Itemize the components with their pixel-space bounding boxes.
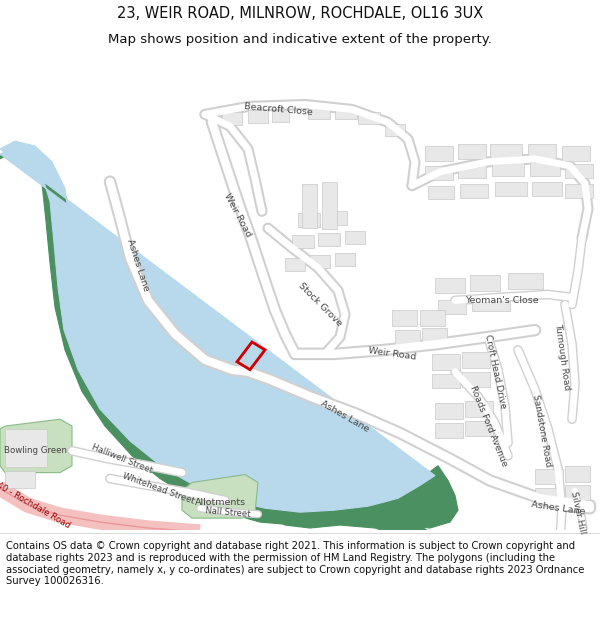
Bar <box>425 146 453 161</box>
Bar <box>492 162 524 176</box>
Bar <box>565 466 590 481</box>
Bar <box>532 182 562 196</box>
Bar <box>345 231 365 244</box>
Text: Ashes Lane: Ashes Lane <box>319 399 371 434</box>
Bar <box>308 106 330 119</box>
Text: Stock Grove: Stock Grove <box>296 281 344 328</box>
Bar <box>458 164 486 177</box>
Bar <box>565 184 593 198</box>
Bar <box>462 372 490 386</box>
Polygon shape <box>275 506 430 540</box>
Bar <box>472 298 510 311</box>
Text: Turnough Road: Turnough Road <box>553 323 571 391</box>
Polygon shape <box>0 141 435 512</box>
Bar <box>435 423 463 438</box>
Text: Whitehead Street: Whitehead Street <box>121 471 195 506</box>
Bar <box>422 328 447 343</box>
Text: A640 - Rochdale Road: A640 - Rochdale Road <box>0 474 71 530</box>
Bar <box>310 255 330 268</box>
Bar <box>302 184 317 228</box>
Text: Map shows position and indicative extent of the property.: Map shows position and indicative extent… <box>108 33 492 46</box>
Bar <box>318 233 340 246</box>
Text: Allotments: Allotments <box>194 498 245 507</box>
Bar <box>438 301 466 314</box>
Text: Bowling Green: Bowling Green <box>5 446 67 456</box>
Bar <box>565 164 593 177</box>
Bar <box>322 182 337 229</box>
Text: Silver Hill: Silver Hill <box>569 490 587 534</box>
Text: 23, WEIR ROAD, MILNROW, ROCHDALE, OL16 3UX: 23, WEIR ROAD, MILNROW, ROCHDALE, OL16 3… <box>117 6 483 21</box>
Polygon shape <box>0 419 72 472</box>
Bar <box>565 486 590 500</box>
Bar <box>535 469 563 484</box>
Bar <box>285 258 305 271</box>
Polygon shape <box>182 474 258 518</box>
Text: Croft Head Drive: Croft Head Drive <box>483 334 507 409</box>
Bar <box>335 106 357 119</box>
Bar <box>435 278 465 294</box>
Bar <box>325 211 347 225</box>
Bar <box>465 401 493 418</box>
Bar <box>292 235 314 248</box>
Bar <box>432 354 460 370</box>
Bar <box>428 186 454 199</box>
Text: Weir Road: Weir Road <box>223 192 253 239</box>
Bar <box>395 330 420 345</box>
Bar <box>462 352 490 367</box>
Bar <box>465 421 493 436</box>
Bar <box>5 471 35 489</box>
Polygon shape <box>0 149 458 528</box>
Text: Halliwell Street: Halliwell Street <box>90 442 154 475</box>
Bar <box>298 213 320 228</box>
Text: Weir Road: Weir Road <box>367 346 416 362</box>
Text: Ashes Lane: Ashes Lane <box>530 500 586 516</box>
Bar <box>392 310 417 326</box>
Bar <box>562 146 590 161</box>
Text: Sandstone Road: Sandstone Road <box>531 394 553 468</box>
Bar <box>222 112 242 125</box>
Bar <box>535 489 563 503</box>
Bar <box>490 144 522 159</box>
Bar <box>432 374 460 389</box>
Bar <box>358 112 380 124</box>
Bar <box>470 275 500 291</box>
Text: Contains OS data © Crown copyright and database right 2021. This information is : Contains OS data © Crown copyright and d… <box>6 541 584 586</box>
Polygon shape <box>0 55 600 530</box>
Bar <box>5 429 47 467</box>
Text: Nall Street: Nall Street <box>205 506 251 519</box>
Text: Ashes Lane: Ashes Lane <box>125 238 151 292</box>
Bar <box>528 144 556 159</box>
Bar <box>425 166 453 180</box>
Bar <box>248 111 268 123</box>
Bar <box>335 253 355 266</box>
Bar <box>508 272 543 289</box>
Bar <box>495 182 527 196</box>
Bar <box>420 310 445 326</box>
Bar <box>530 162 560 176</box>
Bar <box>460 184 488 198</box>
Text: Beacroft Close: Beacroft Close <box>244 102 313 117</box>
Bar <box>385 124 405 136</box>
Text: Roads Ford Avenue: Roads Ford Avenue <box>467 384 508 468</box>
Text: Yeoman's Close: Yeoman's Close <box>465 296 539 305</box>
Bar <box>458 144 486 159</box>
Bar <box>435 403 463 419</box>
Bar <box>272 111 289 123</box>
